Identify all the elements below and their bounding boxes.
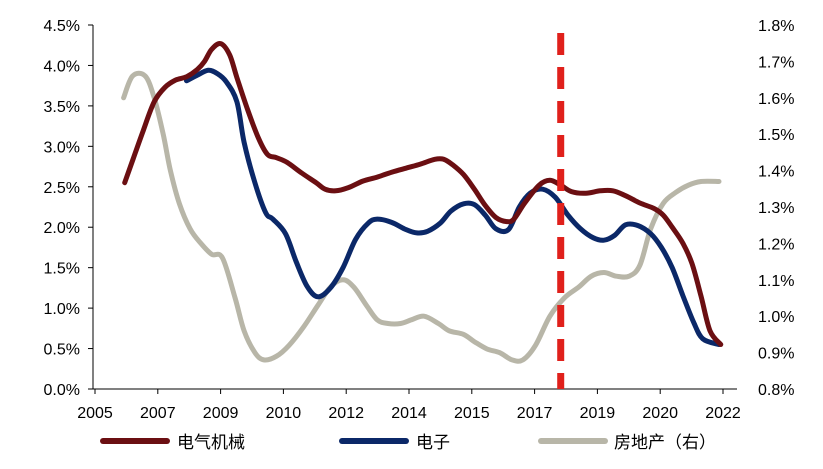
legend-label-2: 房地产（右） (614, 433, 716, 452)
left-tick-label: 4.5% (44, 18, 80, 35)
x-tick-label: 2007 (140, 405, 176, 422)
series-line-0 (122, 40, 724, 347)
left-tick-label: 1.0% (44, 301, 80, 318)
x-tick-label: 2019 (580, 405, 616, 422)
axes: 0.0% 0.5% 1.0% 1.5% 2.0% 2.5% 3.0% 3.5% 4.0% 4.5%… (44, 18, 795, 422)
right-tick-label: 1.0% (758, 309, 794, 326)
right-tick-label: 0.8% (758, 382, 794, 399)
series-layer (121, 40, 724, 364)
right-tick-label: 1.7% (758, 54, 794, 71)
left-tick-label: 3.0% (44, 139, 80, 156)
right-tick-label: 1.4% (758, 164, 794, 181)
left-tick-label: 2.5% (44, 180, 80, 197)
left-tick-label: 0.5% (44, 342, 80, 359)
x-tick-label: 2022 (705, 405, 741, 422)
x-tick-label: 2015 (454, 405, 490, 422)
left-tick-label: 1.5% (44, 261, 80, 278)
right-tick-label: 0.9% (758, 346, 794, 363)
legend-label-1: 电子 (416, 433, 450, 452)
x-tick-label: 2009 (203, 405, 239, 422)
legend-label-0: 电气机械 (177, 433, 245, 452)
legend: 电气机械 电子 房地产（右） (100, 433, 716, 452)
right-tick-label: 1.3% (758, 200, 794, 217)
left-tick-label: 0.0% (44, 382, 80, 399)
right-tick-label: 1.5% (758, 127, 794, 144)
left-tick-label: 3.5% (44, 99, 80, 116)
x-tick-label: 2010 (266, 405, 302, 422)
x-tick-label: 2020 (642, 405, 678, 422)
left-tick-label: 2.0% (44, 220, 80, 237)
left-tick-label: 4.0% (44, 58, 80, 75)
series-line-2 (121, 70, 722, 364)
x-tick-label: 2005 (77, 405, 113, 422)
x-tick-label: 2017 (517, 405, 553, 422)
x-tick-label: 2014 (391, 405, 427, 422)
right-tick-label: 1.6% (758, 91, 794, 108)
right-tick-label: 1.1% (758, 273, 794, 290)
right-tick-label: 1.8% (758, 18, 794, 35)
x-tick-label: 2012 (328, 405, 364, 422)
right-tick-label: 1.2% (758, 236, 794, 253)
series-line-1 (184, 67, 722, 347)
